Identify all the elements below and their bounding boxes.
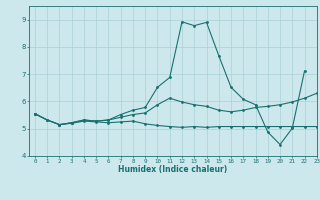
X-axis label: Humidex (Indice chaleur): Humidex (Indice chaleur) xyxy=(118,165,228,174)
